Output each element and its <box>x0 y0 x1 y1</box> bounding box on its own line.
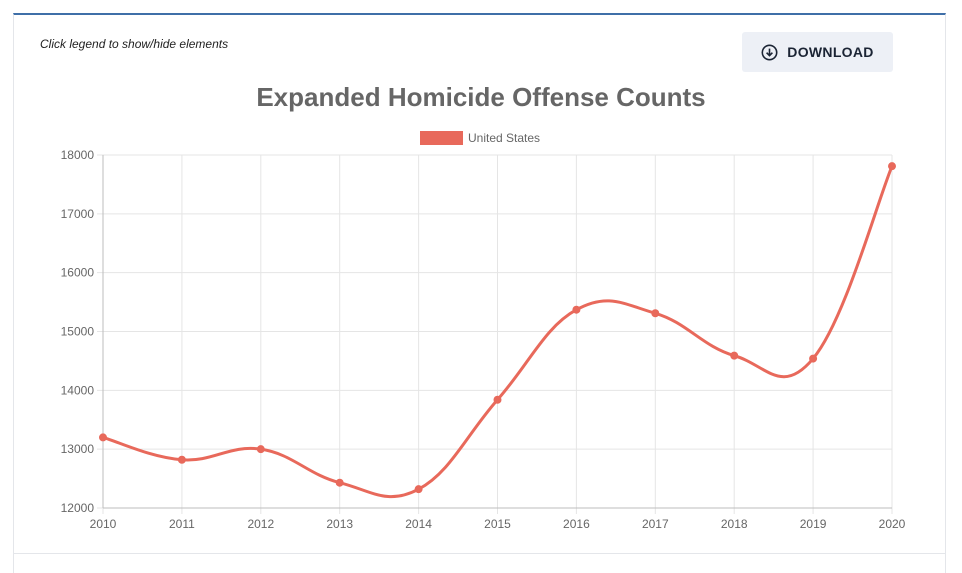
data-point-2020[interactable] <box>888 162 896 171</box>
panel-divider <box>14 553 945 554</box>
x-tick-label: 2015 <box>484 517 511 531</box>
legend-label: United States <box>468 131 541 145</box>
data-point-2019[interactable] <box>809 354 818 363</box>
data-point-2018[interactable] <box>730 351 739 360</box>
legend-hint: Click legend to show/hide elements <box>40 37 229 51</box>
x-tick-label: 2011 <box>169 517 195 531</box>
y-tick-label: 12000 <box>61 501 95 515</box>
download-button[interactable]: DOWNLOAD <box>742 32 893 72</box>
download-circle-icon <box>761 44 778 60</box>
x-tick-label: 2014 <box>405 517 432 531</box>
x-tick-label: 2012 <box>247 517 274 531</box>
data-point-2014[interactable] <box>414 485 423 494</box>
data-point-2012[interactable] <box>256 445 265 454</box>
y-tick-label: 14000 <box>61 383 95 397</box>
x-tick-label: 2020 <box>879 517 906 531</box>
data-point-2015[interactable] <box>493 395 502 404</box>
data-point-2017[interactable] <box>651 309 660 318</box>
legend-swatch <box>420 131 463 145</box>
y-tick-label: 16000 <box>61 266 95 280</box>
chart-title: Expanded Homicide Offense Counts <box>256 82 706 112</box>
x-tick-label: 2016 <box>563 517 590 531</box>
data-point-2013[interactable] <box>335 478 344 487</box>
download-label: DOWNLOAD <box>787 44 874 60</box>
data-point-2011[interactable] <box>177 455 186 464</box>
y-tick-label: 15000 <box>61 325 95 339</box>
y-tick-label: 17000 <box>61 207 95 221</box>
data-point-2010[interactable] <box>99 433 107 442</box>
y-tick-label: 18000 <box>61 148 95 162</box>
x-tick-label: 2018 <box>721 517 748 531</box>
x-tick-label: 2010 <box>90 517 117 531</box>
x-tick-label: 2013 <box>326 517 353 531</box>
x-tick-label: 2017 <box>642 517 669 531</box>
legend-item-united-states[interactable]: United States <box>420 131 540 145</box>
data-point-2016[interactable] <box>572 305 581 314</box>
y-tick-label: 13000 <box>61 442 95 456</box>
x-tick-label: 2019 <box>800 517 827 531</box>
series-line-united-states <box>102 165 894 499</box>
chart-panel <box>13 13 946 573</box>
